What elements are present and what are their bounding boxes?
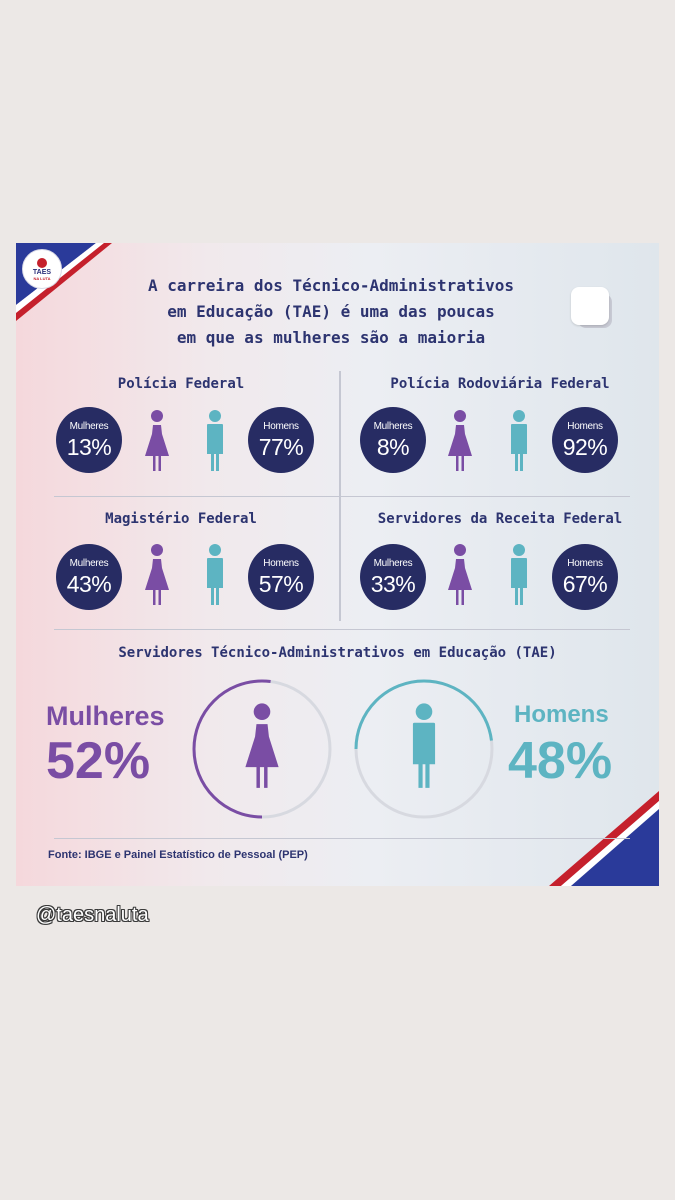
male-figure-icon [207, 544, 223, 605]
women-label: Mulheres [69, 421, 109, 432]
section-divider-lower [54, 629, 630, 630]
women-percent: 13% [66, 434, 112, 460]
women-badge-policia-rodoviaria: Mulheres 8% [360, 407, 426, 473]
copy-icon [569, 285, 615, 331]
women-label: Mulheres [69, 558, 109, 569]
logo-emblem-icon [37, 257, 47, 268]
female-figure-icon [145, 410, 169, 471]
infographic-card: TAES NA LUTA A carreira dos Técnico-Admi… [16, 243, 659, 886]
female-figure-icon [448, 410, 472, 471]
tae-women-percent: 52% [46, 732, 151, 790]
men-label: Homens [263, 558, 299, 569]
source-divider [54, 838, 630, 839]
women-label: Mulheres [373, 558, 413, 569]
section-title-policia-federal: Polícia Federal [117, 376, 245, 392]
men-percent: 92% [562, 434, 608, 460]
women-percent: 43% [66, 571, 112, 597]
male-figure-icon [511, 410, 527, 471]
men-label: Homens [263, 421, 299, 432]
logo-subtext: NA LUTA [33, 275, 51, 281]
section-divider-middle [54, 496, 630, 497]
men-badge-receita-federal: Homens 67% [552, 544, 618, 610]
men-label: Homens [567, 421, 603, 432]
male-figure-icon [412, 703, 436, 788]
women-badge-policia-federal: Mulheres 13% [56, 407, 122, 473]
female-figure-icon [448, 544, 472, 605]
male-figure-icon [207, 410, 223, 471]
taes-logo: TAES NA LUTA [22, 249, 62, 289]
men-badge-policia-federal: Homens 77% [248, 407, 314, 473]
women-badge-magisterio: Mulheres 43% [56, 544, 122, 610]
women-percent: 8% [376, 434, 410, 460]
tae-men-percent: 48% [508, 732, 613, 790]
female-figure-icon [245, 703, 279, 788]
tae-women-ring [192, 679, 332, 819]
tae-men-ring [354, 679, 494, 819]
title-line-2: em Educação (TAE) é uma das poucas [167, 302, 495, 321]
men-percent: 57% [258, 571, 304, 597]
men-percent: 67% [562, 571, 608, 597]
instagram-handle[interactable]: @taesnaluta [36, 904, 149, 926]
women-label: Mulheres [373, 421, 413, 432]
men-percent: 77% [258, 434, 304, 460]
title-line-1: A carreira dos Técnico-Administrativos [147, 276, 515, 295]
page-title: A carreira dos Técnico-Administrativos e… [96, 273, 566, 351]
tae-women-label: Mulheres [46, 701, 165, 731]
men-label: Homens [567, 558, 603, 569]
tae-men-label: Homens [514, 701, 609, 728]
women-percent: 33% [370, 571, 416, 597]
female-figure-icon [145, 544, 169, 605]
male-figure-icon [511, 544, 527, 605]
section-title-policia-rodoviaria: Polícia Rodoviária Federal [390, 376, 610, 392]
logo-text: TAES [32, 268, 52, 276]
men-badge-policia-rodoviaria: Homens 92% [552, 407, 618, 473]
section-title-tae: Servidores Técnico-Administrativos em Ed… [118, 645, 557, 661]
men-badge-magisterio: Homens 57% [248, 544, 314, 610]
women-badge-receita-federal: Mulheres 33% [360, 544, 426, 610]
section-title-receita-federal: Servidores da Receita Federal [377, 511, 623, 527]
section-title-magisterio: Magistério Federal [105, 511, 257, 527]
title-line-3: em que as mulheres são a maioria [176, 328, 486, 347]
source-note: Fonte: IBGE e Painel Estatístico de Pess… [48, 849, 308, 861]
